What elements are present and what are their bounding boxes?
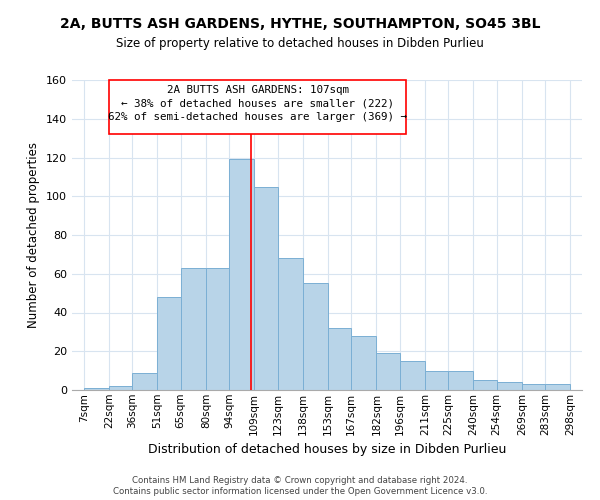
Text: ← 38% of detached houses are smaller (222): ← 38% of detached houses are smaller (22…: [121, 98, 394, 108]
Bar: [278, 258, 303, 390]
Bar: [181, 268, 206, 390]
Bar: [522, 384, 545, 390]
Bar: [545, 384, 570, 390]
Bar: [303, 284, 328, 390]
Bar: [206, 268, 229, 390]
Text: Contains HM Land Registry data © Crown copyright and database right 2024.: Contains HM Land Registry data © Crown c…: [132, 476, 468, 485]
Bar: [351, 336, 376, 390]
Bar: [400, 361, 425, 390]
Text: 62% of semi-detached houses are larger (369) →: 62% of semi-detached houses are larger (…: [108, 112, 407, 122]
Text: Contains public sector information licensed under the Open Government Licence v3: Contains public sector information licen…: [113, 487, 487, 496]
Bar: [229, 160, 254, 390]
Bar: [425, 370, 448, 390]
Bar: [448, 370, 473, 390]
X-axis label: Distribution of detached houses by size in Dibden Purlieu: Distribution of detached houses by size …: [148, 443, 506, 456]
Bar: [157, 297, 181, 390]
Bar: [109, 80, 406, 134]
Bar: [497, 382, 522, 390]
Bar: [328, 328, 351, 390]
Bar: [109, 386, 132, 390]
Text: Size of property relative to detached houses in Dibden Purlieu: Size of property relative to detached ho…: [116, 38, 484, 51]
Bar: [254, 186, 278, 390]
Bar: [132, 372, 157, 390]
Bar: [376, 353, 400, 390]
Bar: [473, 380, 497, 390]
Text: 2A BUTTS ASH GARDENS: 107sqm: 2A BUTTS ASH GARDENS: 107sqm: [167, 85, 349, 95]
Y-axis label: Number of detached properties: Number of detached properties: [28, 142, 40, 328]
Text: 2A, BUTTS ASH GARDENS, HYTHE, SOUTHAMPTON, SO45 3BL: 2A, BUTTS ASH GARDENS, HYTHE, SOUTHAMPTO…: [60, 18, 540, 32]
Bar: [84, 388, 109, 390]
